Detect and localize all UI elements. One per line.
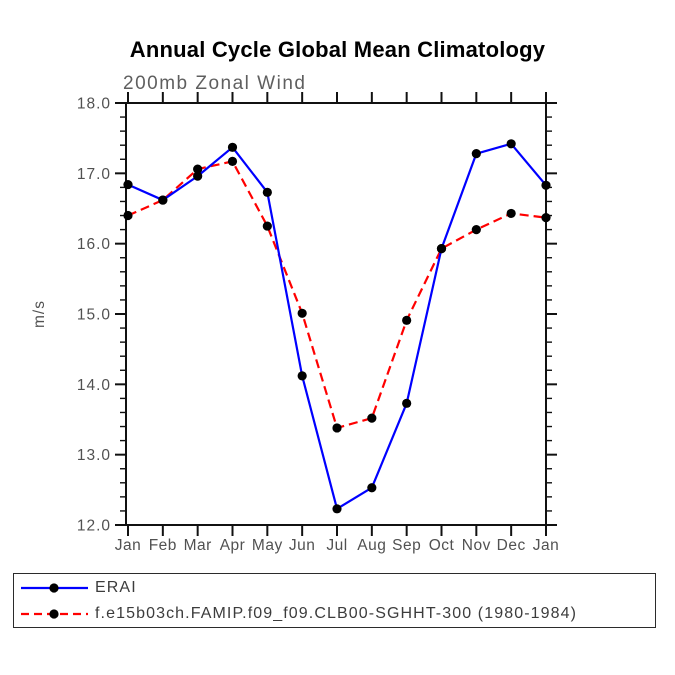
data-point-series-1	[158, 195, 168, 205]
data-point-series-1	[262, 221, 272, 231]
x-tick-label: Mar	[184, 537, 212, 554]
x-tick-label: May	[252, 537, 283, 554]
x-tick-label: Sep	[392, 537, 421, 554]
y-tick-label: 12.0	[77, 518, 111, 535]
legend-label-erai: ERAI	[95, 578, 137, 596]
x-tick-label: Dec	[497, 537, 526, 554]
y-tick-label: 18.0	[77, 96, 111, 113]
x-tick-label: Jul	[326, 537, 347, 554]
data-point-series-0	[297, 371, 307, 381]
data-point-series-0	[541, 180, 551, 190]
legend-box: ERAI f.e15b03ch.FAMIP.f09_f09.CLB00-SGHH…	[13, 573, 656, 628]
data-point-series-0	[123, 179, 133, 190]
chart-subtitle: 200mb Zonal Wind	[123, 73, 307, 94]
y-tick-label: 14.0	[77, 377, 111, 394]
data-point-series-1	[541, 213, 551, 223]
y-tick-label: 13.0	[77, 447, 111, 464]
data-point-series-0	[506, 139, 516, 149]
x-tick-label: Oct	[429, 537, 455, 554]
data-point-series-1	[193, 164, 203, 174]
legend-marker-dot	[49, 582, 59, 593]
legend-label-model: f.e15b03ch.FAMIP.f09_f09.CLB00-SGHHT-300…	[95, 604, 578, 622]
legend-marker-dot	[49, 608, 59, 619]
x-tick-label: Jun	[289, 537, 316, 554]
data-point-series-1	[471, 225, 481, 235]
y-tick-label: 17.0	[77, 166, 111, 183]
data-point-series-1	[506, 208, 516, 219]
legend-sample-dashed-line	[21, 608, 88, 619]
data-point-series-1	[367, 413, 377, 423]
x-tick-label: Nov	[462, 537, 491, 554]
data-point-series-0	[402, 398, 412, 408]
x-tick-label: Apr	[220, 537, 246, 554]
series-line-1	[127, 160, 547, 430]
series-line-0	[127, 142, 547, 510]
data-point-series-1	[227, 156, 238, 166]
y-tick-label: 15.0	[77, 307, 111, 324]
data-point-series-0	[332, 504, 342, 514]
data-point-series-0	[262, 187, 272, 197]
data-point-series-1	[402, 315, 412, 325]
x-tick-label: Jan	[115, 537, 142, 554]
data-point-series-1	[297, 308, 307, 318]
data-point-series-0	[471, 149, 481, 159]
plot-frame	[125, 102, 547, 526]
data-point-series-1	[332, 423, 342, 433]
data-point-series-0	[367, 483, 377, 493]
legend-item-erai: ERAI	[14, 575, 655, 600]
x-tick-label: Aug	[357, 537, 386, 554]
data-point-series-0	[193, 171, 203, 181]
data-point-series-1	[436, 243, 447, 254]
y-tick-label: 16.0	[77, 236, 111, 253]
x-tick-label: Feb	[149, 537, 177, 554]
data-point-series-0	[227, 142, 238, 152]
data-point-series-1	[123, 210, 133, 221]
legend-item-model: f.e15b03ch.FAMIP.f09_f09.CLB00-SGHHT-300…	[14, 601, 655, 626]
chart-title: Annual Cycle Global Mean Climatology	[129, 37, 546, 62]
x-tick-label: Jan	[533, 537, 560, 554]
legend-sample-solid-line	[21, 582, 88, 593]
